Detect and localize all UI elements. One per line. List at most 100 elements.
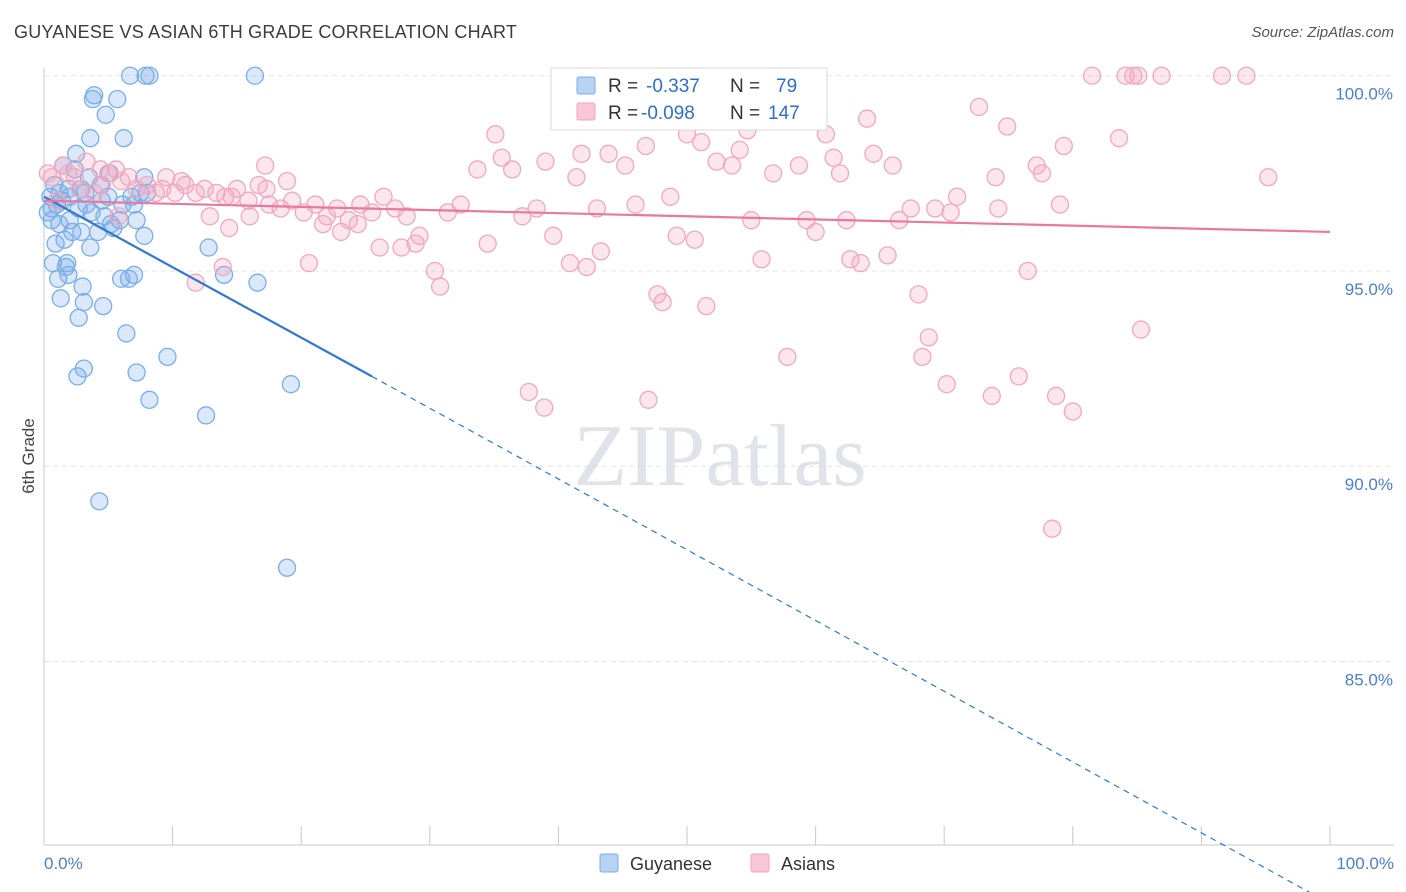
data-point-asians — [1082, 66, 1102, 85]
data-point-asians — [370, 238, 389, 257]
y-axis-label: 6th Grade — [19, 418, 38, 494]
data-point-asians — [742, 211, 761, 230]
data-point-guyanese — [108, 89, 127, 109]
trend-line-asians — [43, 199, 1331, 234]
data-point-asians — [1018, 261, 1037, 281]
series-legend-swatch-guyanese — [599, 853, 619, 873]
stats-n-label-guyanese: N = — [730, 76, 760, 97]
data-point-asians — [1259, 168, 1278, 187]
x-tick-label-left: 0.0% — [44, 854, 83, 873]
data-point-asians — [306, 195, 325, 214]
data-point-asians — [1032, 164, 1052, 183]
data-point-asians — [313, 214, 333, 234]
data-point-guyanese — [140, 390, 159, 409]
data-point-guyanese — [46, 234, 65, 253]
data-point-guyanese — [127, 363, 146, 382]
data-point-asians — [841, 250, 860, 269]
data-point-asians — [1063, 402, 1082, 421]
data-point-asians — [70, 179, 90, 199]
data-point-asians — [256, 156, 275, 175]
data-point-asians — [519, 382, 538, 402]
data-point-asians — [661, 187, 680, 206]
data-point-guyanese — [196, 406, 216, 425]
data-point-asians — [374, 187, 393, 206]
series-legend-swatch-asians — [750, 853, 770, 873]
y-tick-label: 95.0% — [1345, 280, 1393, 299]
data-point-asians — [535, 398, 554, 417]
data-point-asians — [560, 254, 580, 273]
data-point-guyanese — [245, 66, 265, 85]
data-point-guyanese — [56, 257, 76, 277]
data-point-guyanese — [158, 347, 177, 367]
trend-line-guyanese — [43, 195, 373, 378]
data-point-asians — [397, 207, 416, 226]
data-point-asians — [277, 171, 297, 191]
data-point-guyanese — [117, 324, 136, 343]
data-point-asians — [947, 187, 967, 206]
data-point-asians — [806, 222, 825, 242]
data-point-asians — [186, 183, 205, 203]
data-point-guyanese — [281, 375, 301, 394]
data-point-asians — [430, 277, 450, 296]
legend-swatch-guyanese — [576, 76, 596, 95]
data-point-guyanese — [99, 187, 118, 206]
data-point-guyanese — [81, 238, 100, 257]
data-point-asians — [616, 156, 635, 175]
data-point-asians — [536, 152, 555, 171]
data-point-asians — [1116, 66, 1135, 85]
data-point-asians — [502, 160, 522, 179]
stats-r-value-guyanese: -0.337 — [646, 76, 700, 97]
data-point-asians — [109, 207, 128, 226]
data-point-asians — [789, 156, 809, 175]
data-point-asians — [213, 257, 232, 277]
data-point-asians — [1129, 66, 1148, 85]
data-point-asians — [577, 257, 596, 277]
data-point-guyanese — [96, 105, 115, 124]
data-point-guyanese — [85, 86, 104, 105]
data-point-asians — [172, 171, 191, 191]
data-point-asians — [707, 152, 726, 171]
data-point-asians — [824, 148, 843, 167]
data-point-asians — [1212, 66, 1232, 85]
stats-r-label-asians: R = — [608, 103, 638, 124]
data-point-asians — [1009, 367, 1028, 386]
data-point-guyanese — [127, 211, 146, 230]
data-point-asians — [1237, 66, 1256, 85]
data-point-asians — [986, 168, 1005, 187]
data-point-asians — [989, 199, 1008, 218]
data-point-asians — [220, 218, 239, 238]
data-point-guyanese — [124, 195, 144, 214]
data-point-guyanese — [42, 211, 61, 230]
data-point-asians — [92, 175, 112, 195]
stats-legend: R = -0.337 N = 79 R = -0.098 N = 147 — [550, 67, 828, 131]
data-point-guyanese — [121, 66, 140, 85]
data-point-asians — [331, 222, 351, 242]
data-point-guyanese — [199, 238, 218, 257]
series-legend: Guyanese Asians — [599, 853, 835, 874]
data-point-asians — [392, 238, 411, 257]
data-point-asians — [752, 250, 771, 269]
data-point-asians — [195, 179, 214, 199]
watermark: ZIPatlas — [573, 408, 866, 505]
data-point-asians — [362, 203, 382, 222]
data-point-asians — [527, 199, 546, 218]
data-point-asians — [851, 254, 870, 273]
data-point-asians — [283, 191, 302, 210]
data-point-asians — [222, 187, 241, 206]
data-point-asians — [486, 125, 505, 144]
stats-r-value-asians: -0.098 — [641, 103, 695, 124]
data-point-asians — [478, 234, 497, 253]
data-point-asians — [77, 152, 96, 171]
data-point-asians — [636, 136, 655, 156]
data-point-asians — [1046, 386, 1066, 406]
data-point-asians — [127, 179, 146, 199]
data-point-asians — [919, 328, 938, 347]
data-point-asians — [998, 117, 1017, 136]
data-point-asians — [830, 164, 850, 183]
data-point-guyanese — [74, 293, 94, 312]
data-point-asians — [626, 195, 645, 214]
data-point-asians — [567, 168, 586, 187]
data-point-asians — [969, 97, 989, 117]
chart-title: GUYANESE VS ASIAN 6TH GRADE CORRELATION … — [14, 22, 518, 42]
